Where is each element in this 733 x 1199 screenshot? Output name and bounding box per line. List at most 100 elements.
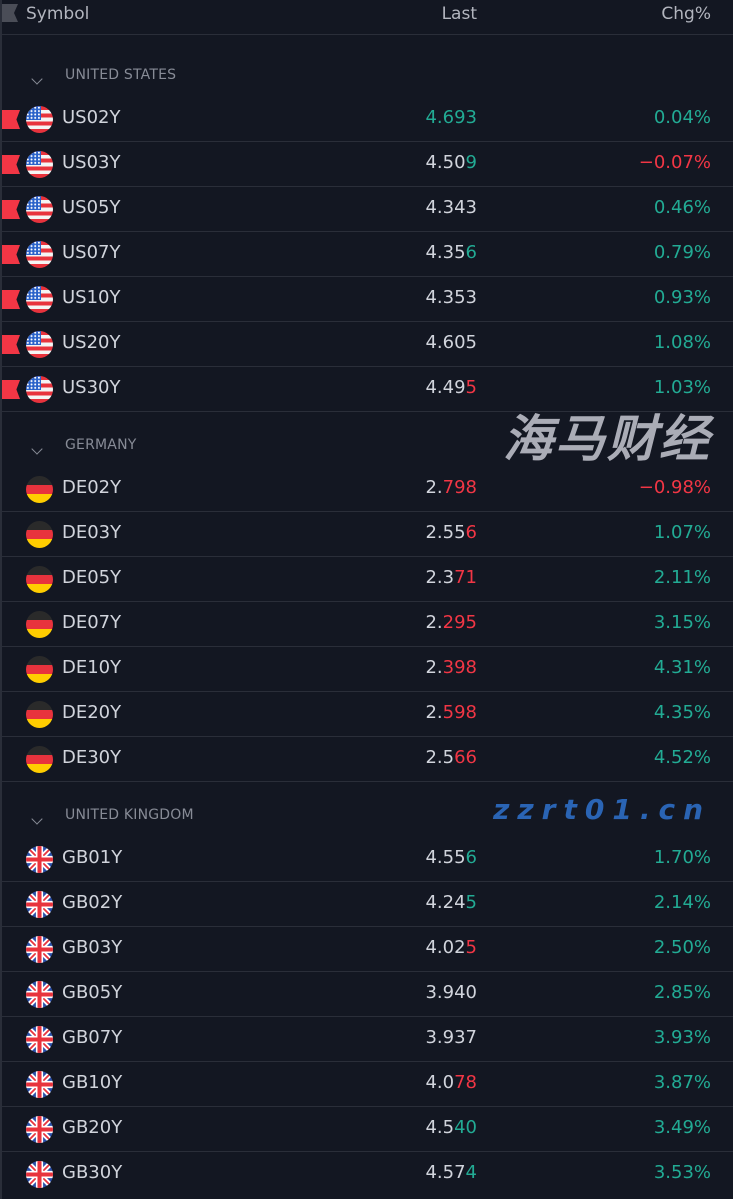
table-row[interactable]: DE20Y 2.598 4.35% [0, 692, 733, 737]
germany-flag-icon [26, 476, 53, 503]
change-percent: −0.07% [638, 152, 711, 173]
last-price: 4.693 [425, 107, 477, 128]
change-percent: 2.14% [653, 892, 711, 913]
uk-flag-icon [26, 1026, 53, 1053]
symbol-name[interactable]: US30Y [62, 377, 121, 398]
symbol-name[interactable]: GB30Y [62, 1162, 123, 1183]
germany-flag-icon [26, 656, 53, 683]
last-price: 2.798 [425, 477, 477, 498]
last-price-tick: 9 [465, 152, 477, 173]
last-price-base: 4.353 [425, 287, 477, 308]
flag-marker-icon[interactable] [2, 4, 18, 22]
table-row[interactable]: US10Y 4.353 0.93% [0, 277, 733, 322]
symbol-name[interactable]: GB01Y [62, 847, 123, 868]
last-price-base: 2. [425, 477, 443, 498]
change-percent: 4.31% [653, 657, 711, 678]
last-price-tick: 71 [454, 567, 477, 588]
table-row[interactable]: DE05Y 2.371 2.11% [0, 557, 733, 602]
table-row[interactable]: DE10Y 2.398 4.31% [0, 647, 733, 692]
red-flag-marker-icon[interactable] [2, 335, 20, 354]
table-row[interactable]: US20Y 4.605 1.08% [0, 322, 733, 367]
change-percent: 3.87% [653, 1072, 711, 1093]
last-price-tick: 4 [465, 1162, 477, 1183]
last-price-base: 2.55 [425, 522, 466, 543]
last-price-base: 2. [425, 657, 443, 678]
symbol-name[interactable]: GB07Y [62, 1027, 123, 1048]
last-price: 3.937 [425, 1027, 477, 1048]
symbol-name[interactable]: GB05Y [62, 982, 123, 1003]
last-price-tick: 598 [442, 702, 477, 723]
section-header[interactable]: UNITED KINGDOM zzrt01.cn [0, 782, 733, 837]
table-row[interactable]: GB07Y 3.937 3.93% [0, 1017, 733, 1062]
section-header[interactable]: UNITED STATES [0, 35, 733, 97]
column-header-chg[interactable]: Chg% [661, 4, 711, 24]
symbol-name[interactable]: DE07Y [62, 612, 122, 633]
uk-flag-icon [26, 981, 53, 1008]
us-flag-icon [26, 286, 53, 313]
symbol-name[interactable]: GB03Y [62, 937, 123, 958]
last-price-tick: 6 [465, 522, 477, 543]
symbol-name[interactable]: US20Y [62, 332, 121, 353]
last-price: 2.556 [425, 522, 477, 543]
table-row[interactable]: US07Y 4.356 0.79% [0, 232, 733, 277]
last-price-base: 4.57 [425, 1162, 466, 1183]
germany-flag-icon [26, 611, 53, 638]
table-row[interactable]: GB03Y 4.025 2.50% [0, 927, 733, 972]
last-price: 4.574 [425, 1162, 477, 1183]
column-header-last[interactable]: Last [441, 4, 477, 24]
symbol-name[interactable]: GB10Y [62, 1072, 123, 1093]
table-row[interactable]: DE02Y 2.798 −0.98% [0, 467, 733, 512]
us-flag-icon [26, 241, 53, 268]
last-price: 3.940 [425, 982, 477, 1003]
uk-flag-icon [26, 846, 53, 873]
table-row[interactable]: US02Y 4.693 0.04% [0, 97, 733, 142]
table-row[interactable]: GB30Y 4.574 3.53% [0, 1152, 733, 1196]
last-price-tick: 5 [465, 892, 477, 913]
symbol-name[interactable]: DE02Y [62, 477, 122, 498]
table-row[interactable]: DE30Y 2.566 4.52% [0, 737, 733, 782]
table-row[interactable]: GB20Y 4.540 3.49% [0, 1107, 733, 1152]
red-flag-marker-icon[interactable] [2, 110, 20, 129]
watermark-url: zzrt01.cn [493, 793, 711, 826]
symbol-name[interactable]: GB20Y [62, 1117, 123, 1138]
last-price: 4.556 [425, 847, 477, 868]
red-flag-marker-icon[interactable] [2, 290, 20, 309]
symbol-name[interactable]: DE05Y [62, 567, 122, 588]
symbol-name[interactable]: US05Y [62, 197, 121, 218]
last-price-base: 4.35 [425, 242, 466, 263]
symbol-name[interactable]: US02Y [62, 107, 121, 128]
chevron-down-icon[interactable] [31, 73, 43, 85]
last-price-base: 4.55 [425, 847, 466, 868]
symbol-name[interactable]: GB02Y [62, 892, 123, 913]
red-flag-marker-icon[interactable] [2, 200, 20, 219]
column-header-symbol[interactable]: Symbol [26, 4, 90, 24]
symbol-name[interactable]: DE03Y [62, 522, 122, 543]
red-flag-marker-icon[interactable] [2, 380, 20, 399]
symbol-name[interactable]: US03Y [62, 152, 121, 173]
table-row[interactable]: US03Y 4.509 −0.07% [0, 142, 733, 187]
symbol-name[interactable]: US10Y [62, 287, 121, 308]
table-row[interactable]: GB05Y 3.940 2.85% [0, 972, 733, 1017]
chevron-down-icon[interactable] [31, 443, 43, 455]
last-price: 2.566 [425, 747, 477, 768]
table-row[interactable]: DE07Y 2.295 3.15% [0, 602, 733, 647]
last-price-tick: 5 [465, 937, 477, 958]
last-price: 4.353 [425, 287, 477, 308]
last-price-tick: 40 [454, 1117, 477, 1138]
table-row[interactable]: DE03Y 2.556 1.07% [0, 512, 733, 557]
last-price-tick: 798 [442, 477, 477, 498]
table-row[interactable]: GB02Y 4.245 2.14% [0, 882, 733, 927]
symbol-name[interactable]: DE10Y [62, 657, 122, 678]
red-flag-marker-icon[interactable] [2, 155, 20, 174]
symbol-name[interactable]: DE30Y [62, 747, 122, 768]
red-flag-marker-icon[interactable] [2, 245, 20, 264]
chevron-down-icon[interactable] [31, 813, 43, 825]
change-percent: 0.93% [653, 287, 711, 308]
symbol-name[interactable]: US07Y [62, 242, 121, 263]
table-row[interactable]: GB01Y 4.556 1.70% [0, 837, 733, 882]
symbol-name[interactable]: DE20Y [62, 702, 122, 723]
section-header[interactable]: GERMANY 海马财经 [0, 412, 733, 467]
table-row[interactable]: GB10Y 4.078 3.87% [0, 1062, 733, 1107]
table-row[interactable]: US05Y 4.343 0.46% [0, 187, 733, 232]
table-row[interactable]: US30Y 4.495 1.03% [0, 367, 733, 412]
